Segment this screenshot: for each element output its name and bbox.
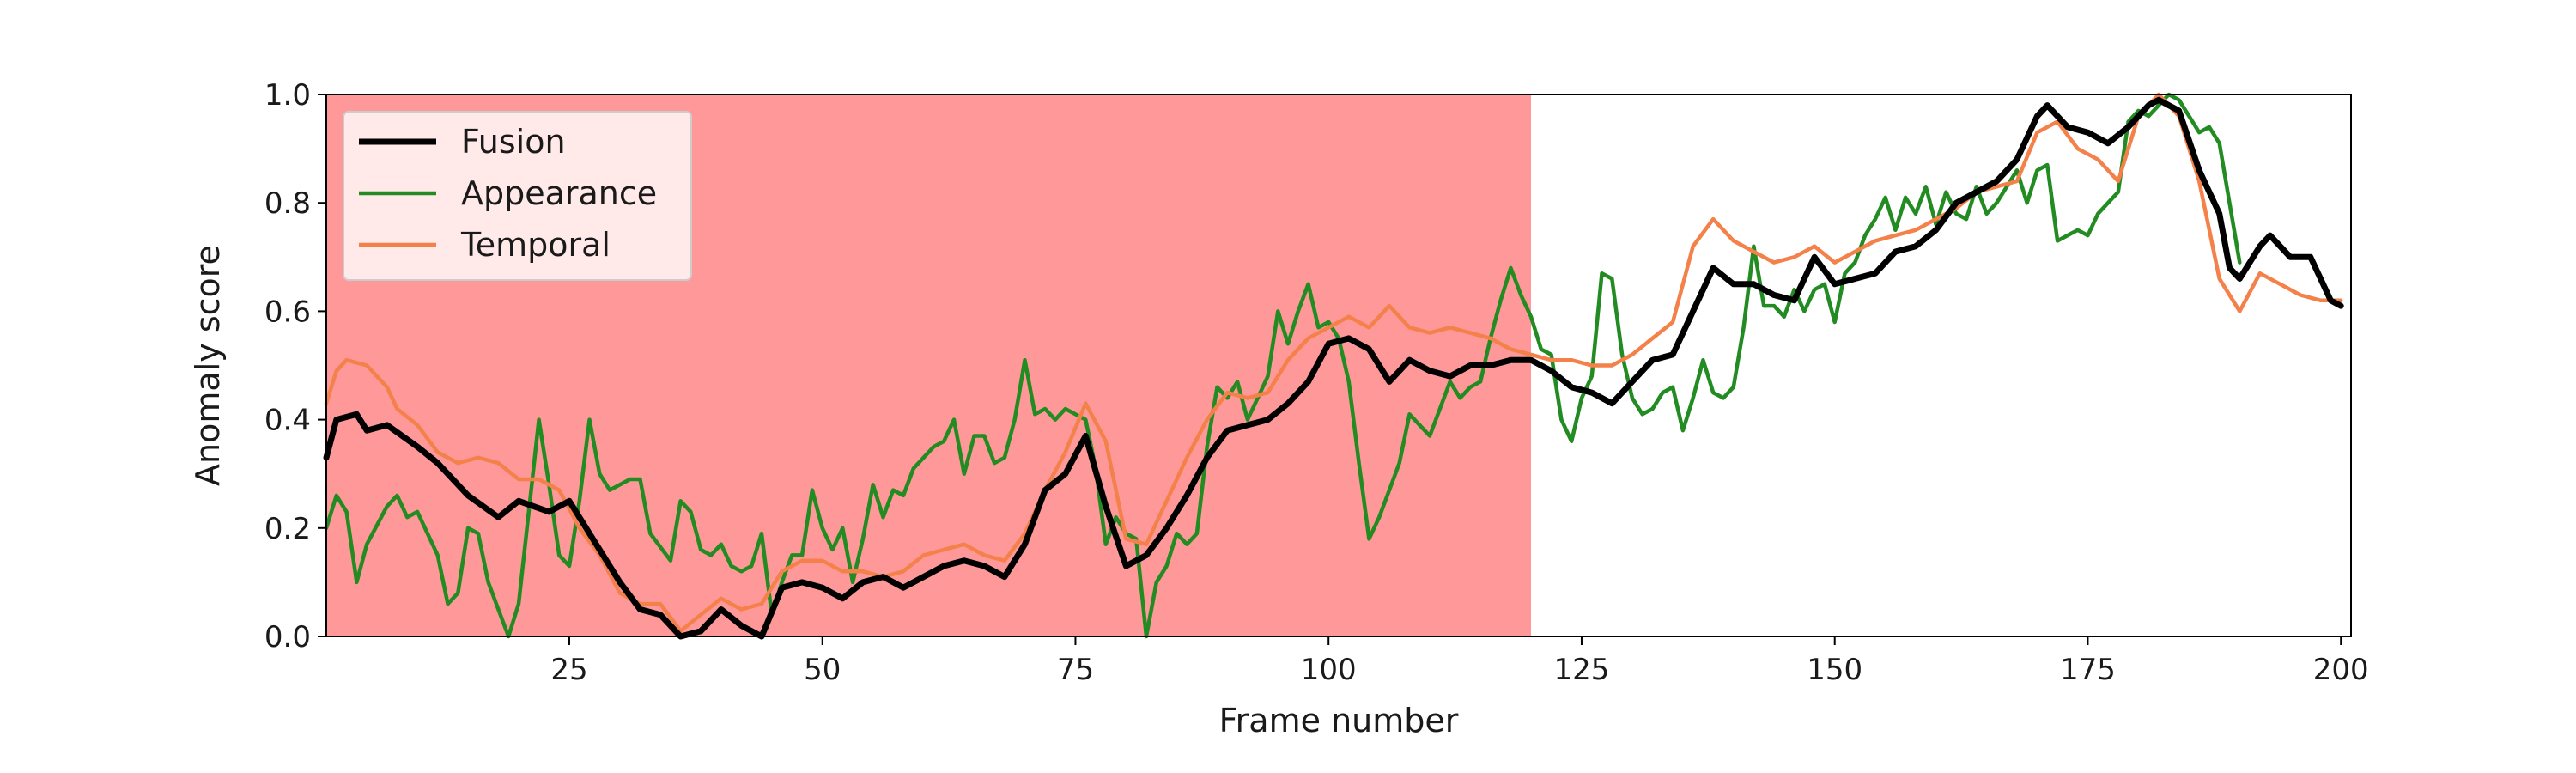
series-lines [323, 92, 2344, 640]
plot-frame [325, 94, 2352, 637]
series-line-appearance [324, 92, 2242, 639]
legend-box [343, 111, 692, 281]
y-tick-label: 0.8 [264, 186, 311, 221]
x-tick-label: 75 [1057, 653, 1094, 687]
y-tick-label: 0.4 [264, 404, 311, 438]
x-tick-label: 150 [1807, 653, 1862, 687]
x-tick-label: 50 [804, 653, 841, 687]
legend-label-temporal: Temporal [460, 226, 611, 264]
x-tick-label: 25 [550, 653, 587, 687]
axis-ticks: 25 50 75 100 125 150 175 200 0.0 0.2 0.4 0.6 0.8 1.0 [264, 78, 2369, 687]
y-tick-label: 0.0 [264, 620, 311, 654]
y-axis-label: Anomaly score [189, 245, 227, 486]
x-tick-label: 100 [1301, 653, 1357, 687]
x-tick-label: 175 [2060, 653, 2116, 687]
x-tick-label: 125 [1554, 653, 1610, 687]
y-tick-label: 0.6 [264, 295, 311, 329]
legend-label-fusion: Fusion [461, 123, 566, 161]
y-tick-label: 1.0 [264, 78, 311, 113]
y-tick-label: 0.2 [264, 512, 311, 546]
x-axis-label: Frame number [1219, 702, 1459, 740]
x-tick-label: 200 [2313, 653, 2369, 687]
legend-label-appearance: Appearance [461, 174, 657, 212]
legend: Fusion Appearance Temporal [343, 111, 692, 281]
series-line-fusion [323, 96, 2344, 640]
